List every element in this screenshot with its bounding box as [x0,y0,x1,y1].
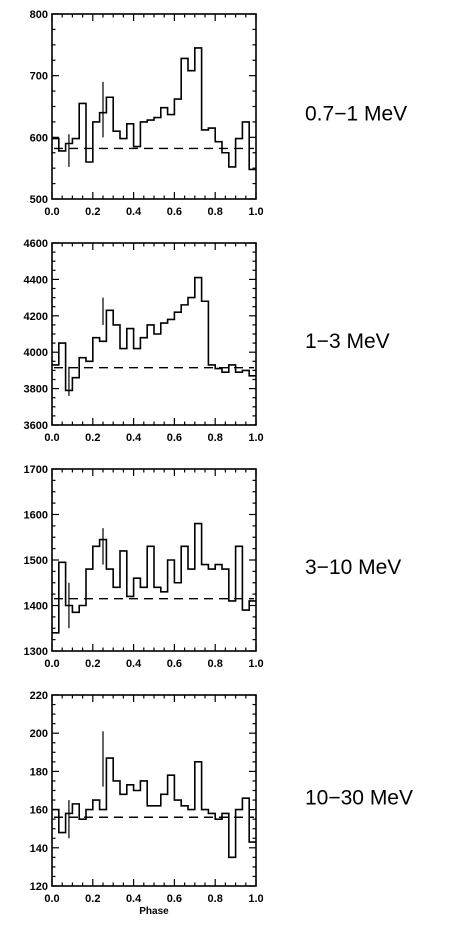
light-curve-histogram [52,276,256,392]
x-tick-label: 0.2 [85,658,100,670]
light-curve-histogram [52,757,256,859]
x-tick-label: 0.0 [44,893,59,905]
panel-3: 1300 1400 1500 1600 1700 0.0 0.2 0.4 0.6 0.8 1.0 3−… [24,464,402,670]
x-tick-label: 0.0 [44,658,59,670]
y-tick-label: 4200 [24,311,48,323]
y-tick-label: 1400 [24,601,48,613]
plot-frame [51,13,257,200]
y-tick-label: 180 [30,766,48,778]
y-tick-label: 600 [30,132,48,144]
y-tick-label: 1600 [24,510,48,522]
x-tick-label: 0.4 [126,432,142,444]
y-tick-label: 4600 [24,238,48,250]
x-tick-label: 1.0 [248,893,263,905]
x-tick-label: 0.6 [167,432,182,444]
y-tick-label: 500 [30,194,48,206]
x-tick-label: 0.0 [44,432,59,444]
y-tick-label: 3800 [24,384,48,396]
x-tick-label: 0.2 [85,432,100,444]
y-tick-label: 220 [30,690,48,702]
y-tick-label: 800 [30,9,48,21]
x-tick-label: 0.8 [208,658,223,670]
y-tick-label: 1700 [24,464,48,476]
x-tick-label: 0.0 [44,206,59,218]
x-tick-label: 1.0 [248,206,263,218]
x-tick-label: 1.0 [248,432,263,444]
x-tick-label: 0.2 [85,893,100,905]
x-tick-label: 0.4 [126,658,142,670]
x-axis-label: Phase [139,906,169,917]
panel-2: 3600 3800 4000 4200 4400 4600 0.0 0.2 0.4 0.6 0.8 1… [24,238,390,444]
x-tick-label: 0.6 [167,206,182,218]
light-curve-histogram [52,522,256,634]
x-tick-label: 0.4 [126,206,142,218]
light-curve-histogram [52,47,256,171]
y-tick-label: 4000 [24,347,48,359]
x-tick-label: 0.6 [167,893,182,905]
x-tick-label: 0.4 [126,893,142,905]
x-tick-label: 0.6 [167,658,182,670]
y-tick-label: 4400 [24,274,48,286]
y-tick-label: 140 [30,843,48,855]
plot-frame [51,694,257,887]
panel-4: 120 140 160 180 200 220 0.0 0.2 0.4 0.6 0.8 1.0 10−3… [30,690,413,917]
y-tick-label: 120 [30,881,48,893]
x-tick-label: 0.8 [208,893,223,905]
y-tick-label: 3600 [24,420,48,432]
energy-band-label: 0.7−1 MeV [305,103,407,126]
energy-band-label: 10−30 MeV [305,787,413,810]
y-tick-label: 200 [30,728,48,740]
y-tick-label: 1300 [24,646,48,658]
panel-1: 500 600 700 800 0.0 0.2 0.4 0.6 0.8 1.0 0.7−1 MeV [30,9,408,218]
x-tick-label: 1.0 [248,658,263,670]
y-tick-label: 1500 [24,555,48,567]
energy-band-label: 1−3 MeV [305,330,390,353]
energy-band-label: 3−10 MeV [305,556,401,579]
x-tick-label: 0.8 [208,432,223,444]
x-tick-label: 0.8 [208,206,223,218]
y-tick-label: 700 [30,71,48,83]
x-tick-label: 0.2 [85,206,100,218]
y-tick-label: 160 [30,805,48,817]
